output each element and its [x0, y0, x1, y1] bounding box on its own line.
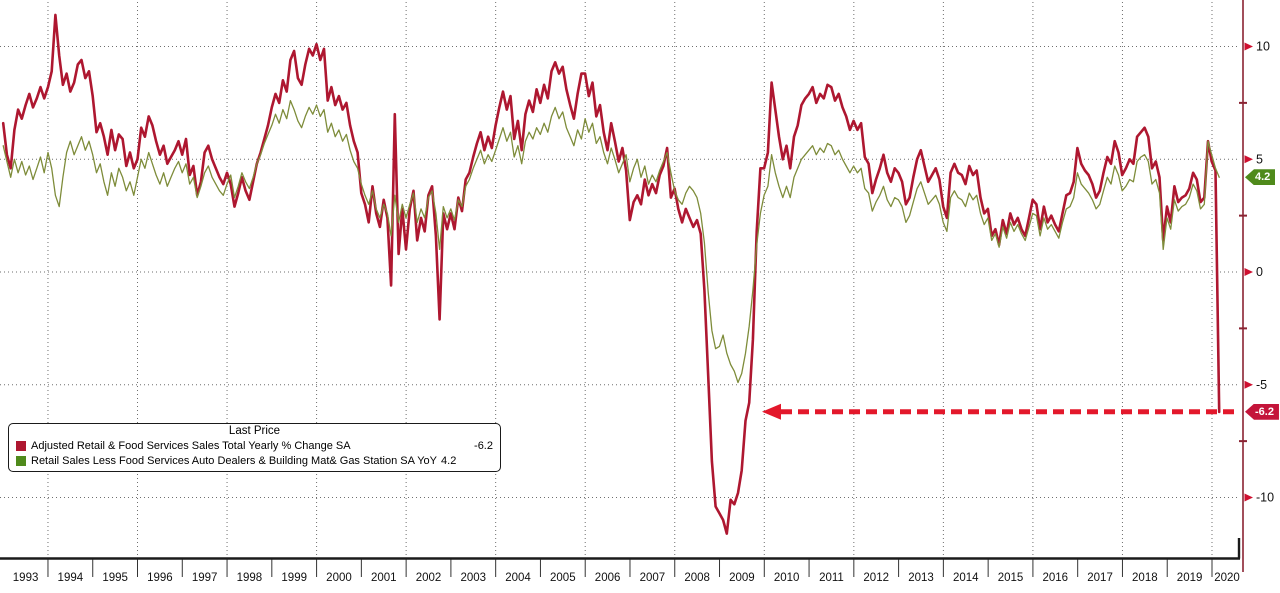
last-value-badge-red: -6.2: [1245, 403, 1279, 420]
retail-food-services-line: [1, 13, 1221, 535]
red-series-swatch-icon: [16, 440, 26, 451]
x-axis-year-label: 1995: [102, 572, 128, 584]
y-tick-arrow-icon: [1244, 268, 1253, 276]
legend-item-label: Adjusted Retail & Food Services Sales To…: [31, 439, 351, 452]
x-axis-year-label: 2000: [326, 572, 352, 584]
x-axis-year-label: 2008: [684, 572, 710, 584]
x-axis-year-label: 2005: [550, 572, 576, 584]
x-axis-year-label: 2011: [819, 572, 844, 584]
y-axis-label: -5: [1256, 378, 1267, 392]
y-axis-label: 10: [1256, 40, 1270, 54]
x-axis-year-label: 2009: [729, 572, 755, 584]
x-axis-year-label: 2010: [774, 572, 800, 584]
green-series-swatch-icon: [16, 455, 26, 466]
x-axis-year-label: 2012: [863, 572, 889, 584]
x-axis-year-label: 2014: [953, 572, 979, 584]
x-axis-year-label: 2019: [1177, 572, 1203, 584]
x-axis-year-label: 2002: [416, 572, 442, 584]
x-axis-year-label: 1997: [192, 572, 218, 584]
x-axis-year-label: 2001: [371, 572, 397, 584]
gridlines: [0, 2, 1240, 556]
x-axis-year-label: 1998: [237, 572, 263, 584]
x-axis-year-label: 1994: [58, 572, 84, 584]
legend-item-value: 4.2: [441, 454, 457, 467]
legend-title: Last Price: [228, 425, 281, 437]
y-axis-label: -10: [1256, 491, 1274, 505]
retail-control-group-line: [2, 99, 1220, 384]
x-axis-year-label: 2003: [460, 572, 486, 584]
x-axis-year-label: 2007: [640, 572, 666, 584]
y-tick-arrow-icon: [1244, 155, 1253, 164]
last-value-badge-green: 4.2: [1245, 169, 1276, 186]
x-axis-year-label: 2018: [1132, 572, 1158, 584]
x-axis-year-label: 2006: [595, 572, 621, 584]
x-axis-year-label: 2004: [505, 572, 531, 584]
x-axis-year-label: 1996: [147, 572, 173, 584]
arrowhead-left-icon: [762, 403, 781, 420]
x-axis-year-label: 2013: [908, 572, 934, 584]
y-tick-arrow-icon: [1244, 493, 1253, 502]
y-tick-arrow-icon: [1244, 380, 1253, 389]
legend-item: Retail Sales Less Food Services Auto Dea…: [16, 453, 493, 468]
legend-item-label: Retail Sales Less Food Services Auto Dea…: [31, 454, 438, 467]
x-axis-year-label: 2020: [1214, 572, 1240, 584]
x-axis-year-label: 2016: [1042, 572, 1068, 584]
x-axis-year-label: 1999: [281, 572, 307, 584]
y-tick-arrow-icon: [1244, 42, 1253, 51]
y-axis-label: 0: [1256, 265, 1263, 279]
legend-item: Adjusted Retail & Food Services Sales To…: [16, 438, 493, 453]
x-axis-year-label: 2015: [998, 572, 1024, 584]
legend-box: Last Price Adjusted Retail & Food Servic…: [8, 423, 501, 472]
y-axis-label: 5: [1256, 152, 1263, 166]
x-axis-year-label: 2017: [1087, 572, 1113, 584]
x-axis-year-label: 1993: [13, 572, 39, 584]
legend-item-value: -6.2: [474, 439, 493, 452]
